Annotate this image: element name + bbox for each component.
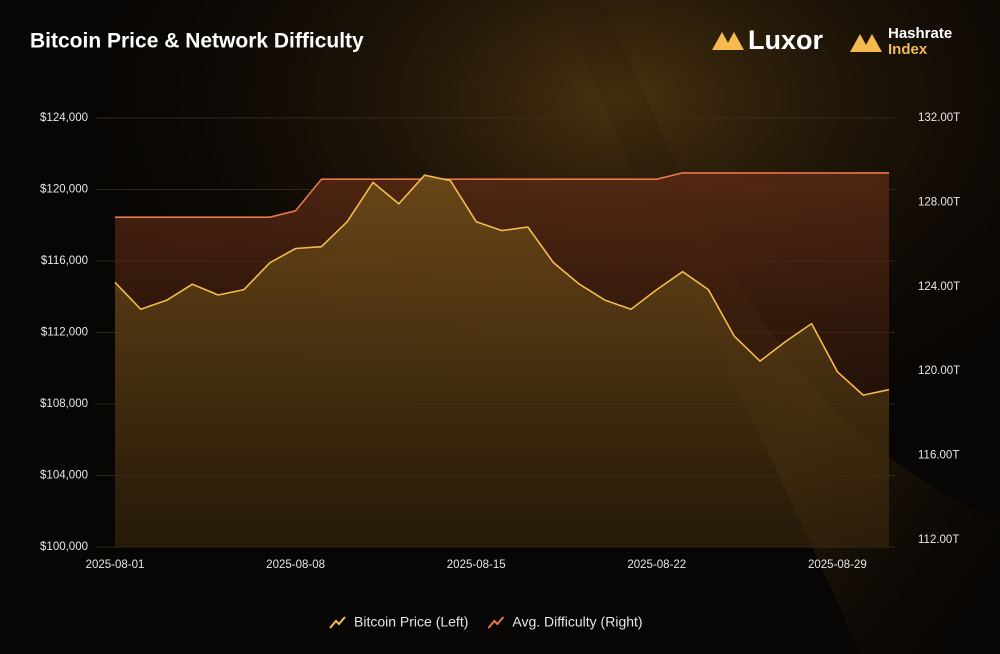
y2-tick-label: 124.00T <box>918 281 960 293</box>
x-tick-label: 2025-08-08 <box>266 559 325 571</box>
index-icon <box>850 34 882 52</box>
y-tick-label: $116,000 <box>41 255 88 267</box>
y-tick-label: $120,000 <box>40 184 88 196</box>
legend-icon <box>329 616 346 629</box>
background-swirl <box>560 0 1000 654</box>
y-tick-label: $108,000 <box>40 398 88 410</box>
y2-tick-label: 128.00T <box>918 196 960 208</box>
area <box>115 175 889 547</box>
index-logo: Hashrate <box>888 25 952 42</box>
y2-tick-label: 132.00T <box>918 112 960 124</box>
legend-label: Bitcoin Price (Left) <box>354 614 468 630</box>
chart-title: Bitcoin Price & Network Difficulty <box>30 30 364 53</box>
y2-tick-label: 116.00T <box>918 450 959 462</box>
plot-area: $100,000 $104,000 $108,000 $112,000 $116,000… <box>40 112 960 571</box>
index-logo: Index <box>888 41 928 58</box>
y2-tick-label: 112.00T <box>918 534 959 546</box>
x-tick-label: 2025-08-01 <box>86 559 145 571</box>
legend: Bitcoin Price (Left) Avg. Difficulty (Rig… <box>329 614 643 630</box>
legend-label: Avg. Difficulty (Right) <box>512 614 642 630</box>
y-tick-label: $100,000 <box>40 541 88 553</box>
luxor-logo: Luxor <box>748 25 823 55</box>
y-tick-label: $124,000 <box>40 112 88 124</box>
y2-tick-label: 120.00T <box>918 365 960 377</box>
series-line <box>114 174 890 396</box>
x-tick-label: 2025-08-15 <box>447 559 506 571</box>
y-tick-label: $104,000 <box>40 470 88 482</box>
luxor-icon <box>712 32 744 50</box>
legend-icon <box>487 616 505 629</box>
x-tick-label: 2025-08-22 <box>627 559 686 571</box>
series-line <box>115 172 889 218</box>
y-tick-label: $112,000 <box>41 327 88 339</box>
x-tick-label: 2025-08-29 <box>808 559 867 571</box>
